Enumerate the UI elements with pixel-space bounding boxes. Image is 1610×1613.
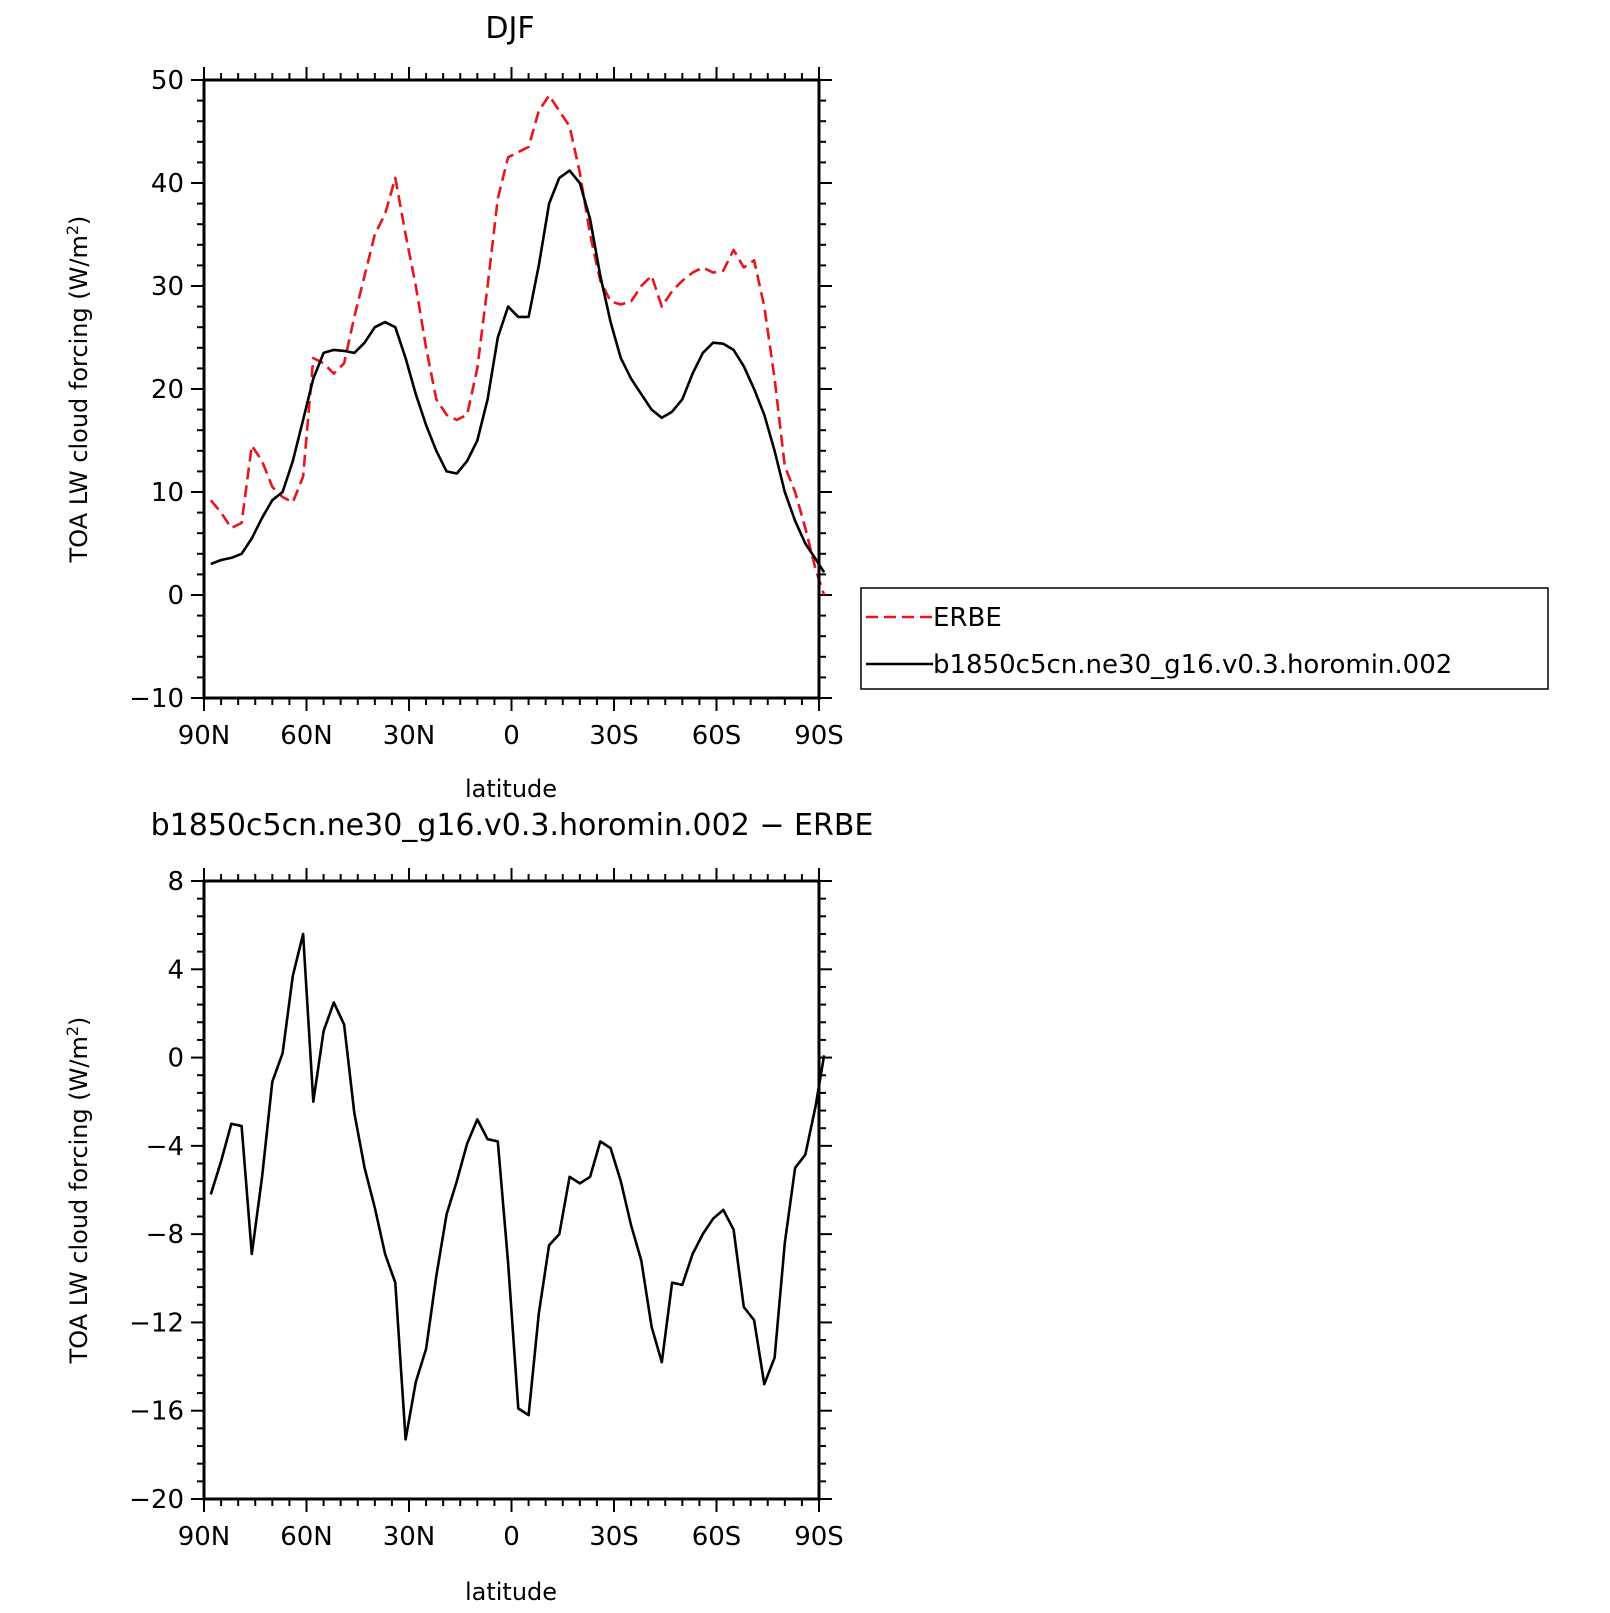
legend-label-model: b1850c5cn.ne30_g16.v0.3.horomin.002 — [933, 650, 1452, 680]
x-tick-label: 90N — [178, 721, 231, 751]
bottom-tick-labels: 90N 60N 30N 0 30S 60S 90S 8 4 0 −4 −8 −12 −16 −20 — [129, 867, 844, 1552]
y-tick-label: −8 — [146, 1220, 184, 1250]
series-line-difference — [209, 932, 826, 1441]
top-axis-ticks — [191, 67, 832, 711]
bottom-axis-ticks — [191, 868, 832, 1512]
series-line-model — [210, 169, 826, 574]
x-tick-label: 60S — [692, 1522, 742, 1552]
y-tick-label: 0 — [167, 581, 184, 611]
top-series-lines — [209, 94, 826, 596]
y-tick-label: 30 — [151, 272, 184, 302]
legend: ERBE b1850c5cn.ne30_g16.v0.3.horomin.002 — [860, 587, 1549, 690]
x-tick-label: 90S — [794, 721, 844, 751]
bottom-series-lines — [209, 932, 826, 1441]
x-tick-label: 30S — [589, 1522, 639, 1552]
x-tick-label: 60N — [280, 1522, 333, 1552]
y-tick-label: 50 — [151, 66, 184, 96]
top-tick-labels: 90N 60N 30N 0 30S 60S 90S 50 40 30 20 10 0 −10 — [129, 66, 844, 751]
y-tick-label: −10 — [129, 684, 184, 714]
legend-box — [860, 587, 1549, 690]
x-tick-label: 30S — [589, 721, 639, 751]
y-tick-label: 8 — [167, 867, 184, 897]
x-tick-label: 90S — [794, 1522, 844, 1552]
legend-label-erbe: ERBE — [933, 603, 1002, 633]
series-line-erbe — [209, 94, 826, 596]
y-tick-label: 20 — [151, 375, 184, 405]
top-chart-title: DJF — [485, 11, 534, 46]
y-tick-label: 0 — [167, 1044, 184, 1074]
y-tick-label: 40 — [151, 169, 184, 199]
bottom-chart-title: b1850c5cn.ne30_g16.v0.3.horomin.002 − ER… — [151, 808, 874, 843]
x-tick-label: 60S — [692, 721, 742, 751]
bottom-y-axis-label: TOA LW cloud forcing (W/m2) — [63, 1017, 93, 1365]
bottom-x-axis-label: latitude — [465, 1578, 557, 1606]
x-tick-label: 90N — [178, 1522, 231, 1552]
y-tick-label: −16 — [129, 1397, 184, 1427]
y-tick-label: −4 — [146, 1132, 184, 1162]
x-tick-label: 0 — [503, 721, 520, 751]
x-tick-label: 30N — [383, 1522, 436, 1552]
bottom-plot-frame — [202, 879, 821, 1501]
x-tick-label: 30N — [383, 721, 436, 751]
y-tick-label: −12 — [129, 1308, 184, 1338]
bottom-panel: b1850c5cn.ne30_g16.v0.3.horomin.002 − ER… — [63, 808, 873, 1606]
y-tick-label: 10 — [151, 478, 184, 508]
top-x-axis-label: latitude — [465, 775, 557, 803]
top-panel: DJF 90N 60N 30N 0 30S 60S 90S 50 40 30 20 10 0 −10 la… — [63, 11, 1549, 803]
top-plot-frame — [202, 78, 821, 700]
top-y-axis-label: TOA LW cloud forcing (W/m2) — [63, 216, 93, 564]
x-tick-label: 0 — [503, 1522, 520, 1552]
y-tick-label: 4 — [167, 955, 184, 985]
y-tick-label: −20 — [129, 1485, 184, 1515]
x-tick-label: 60N — [280, 721, 333, 751]
